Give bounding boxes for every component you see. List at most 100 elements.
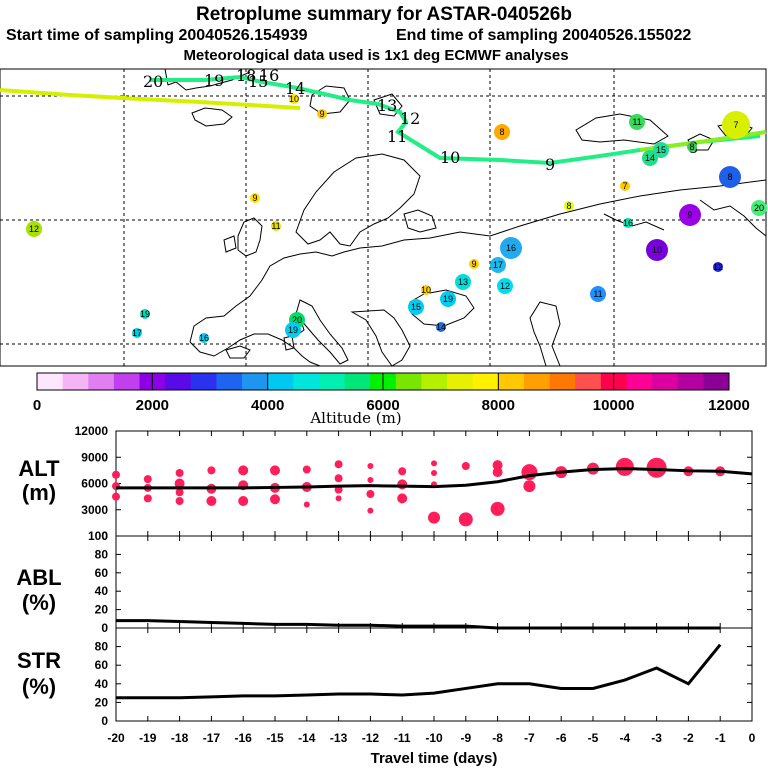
cluster-circle: [132, 328, 142, 338]
cluster-circle: [713, 262, 723, 272]
altitude-cluster-point: [367, 463, 374, 469]
cluster-circle: [620, 181, 630, 191]
cluster-marker: 17: [490, 257, 506, 273]
cluster-label: 13: [458, 277, 468, 287]
x-tick-label: -15: [266, 731, 284, 745]
cluster-label: 8: [566, 201, 571, 211]
cluster-circle: [590, 286, 606, 302]
altitude-cluster-point: [366, 490, 375, 498]
altitude-cluster-point: [458, 512, 473, 527]
cluster-circle: [751, 200, 767, 216]
y-tick-label: 0: [101, 621, 108, 635]
y-tick-label: 6000: [81, 477, 108, 491]
colorbar-swatch: [703, 373, 730, 390]
cluster-label: 9: [471, 259, 476, 269]
altitude-cluster-point: [334, 460, 343, 469]
cluster-label: 20: [754, 203, 764, 213]
cluster-circle: [469, 259, 479, 269]
map-gridlines: [0, 69, 766, 366]
altitude-cluster-point: [270, 494, 280, 505]
time-series-panels: ALT(m)030006000900012000ABL(%)0204060801…: [16, 424, 755, 767]
x-tick-label: -4: [619, 731, 630, 745]
header: Retroplume summary for ASTAR-040526b Sta…: [6, 4, 691, 64]
altitude-cluster-point: [431, 460, 437, 467]
cluster-marker: 16: [623, 218, 633, 228]
cluster-circle: [436, 322, 446, 332]
altitude-cluster-point: [174, 478, 185, 489]
colorbar-tick-label: 8000: [482, 397, 515, 414]
cluster-marker: 9: [250, 193, 260, 203]
cluster-marker: 17: [132, 328, 142, 338]
cluster-circle: [440, 291, 456, 307]
y-tick-label: 60: [95, 658, 109, 672]
altitude-cluster-point: [143, 475, 152, 484]
colorbar-swatch: [165, 373, 192, 390]
cluster-label: 10: [652, 245, 662, 255]
cluster-label: 7: [733, 120, 738, 130]
altitude-cluster-point: [367, 507, 374, 514]
path-label: 10: [440, 148, 460, 167]
colorbar-swatch: [575, 373, 602, 390]
y-tick-label: 9000: [81, 450, 108, 464]
x-tick-label: -16: [235, 731, 253, 745]
x-tick-label: -12: [362, 731, 380, 745]
cluster-circle: [719, 166, 741, 188]
cluster-circle: [653, 142, 669, 158]
cluster-label: 9: [687, 210, 692, 220]
colorbar-swatch: [447, 373, 474, 390]
x-tick-label: -2: [683, 731, 694, 745]
altitude-cluster-point: [334, 474, 343, 483]
cluster-label: 15: [411, 302, 421, 312]
colorbar-swatch: [267, 373, 294, 390]
cluster-circle: [26, 221, 42, 237]
cluster-label: 11: [593, 289, 602, 299]
altitude-cluster-point: [238, 496, 249, 506]
altitude-cluster-point: [112, 470, 120, 479]
altitude-cluster-point: [302, 465, 311, 474]
y-tick-label: 0: [101, 714, 108, 728]
start-time-label: Start time of sampling 20040526.154939: [6, 27, 308, 44]
cluster-circle: [490, 257, 506, 273]
colorbar-swatch: [626, 373, 653, 390]
cluster-marker: 8: [564, 201, 574, 211]
x-tick-label: -11: [394, 731, 411, 745]
colorbar-swatch: [293, 373, 320, 390]
cluster-marker: 9: [679, 204, 701, 226]
colorbar-swatch: [344, 373, 371, 390]
y-tick-label: 40: [95, 584, 109, 598]
colorbar-tick-label: 6000: [366, 397, 399, 414]
altitude-cluster-point: [175, 497, 184, 505]
cluster-circle: [500, 237, 522, 259]
altitude-cluster-point: [335, 495, 342, 502]
altitude-cluster-point: [270, 465, 280, 476]
cluster-marker: 14: [436, 322, 446, 332]
altitude-cluster-point: [461, 462, 470, 470]
cluster-circle: [687, 142, 697, 152]
map-panel: 20 19 18 16 15 14 13 12 11 10 9 8 7 10 9 8…: [0, 66, 767, 367]
y-tick-label: 3000: [81, 503, 108, 517]
altitude-cluster-point: [398, 467, 407, 476]
x-tick-label: -10: [425, 731, 443, 745]
cluster-marker: 19: [140, 309, 150, 319]
cluster-marker: 9: [317, 109, 327, 119]
cluster-label: 12: [500, 281, 510, 291]
path-label: 13: [377, 96, 397, 115]
cluster-marker: 16: [199, 333, 209, 343]
cluster-label: 12: [713, 262, 723, 272]
x-tick-label: -19: [139, 731, 157, 745]
cluster-circle: [642, 150, 658, 166]
cluster-marker: 16: [500, 237, 522, 259]
colorbar-swatch: [677, 373, 704, 390]
series-line: [116, 619, 721, 630]
path-label: 12: [400, 109, 420, 128]
cluster-marker: 7: [620, 181, 630, 191]
cluster-circle: [140, 309, 150, 319]
cluster-label: 19: [288, 325, 298, 335]
altitude-cluster-point: [646, 457, 667, 478]
series-line: [116, 643, 722, 700]
path-label: 15: [248, 72, 268, 91]
cluster-circle: [564, 201, 574, 211]
